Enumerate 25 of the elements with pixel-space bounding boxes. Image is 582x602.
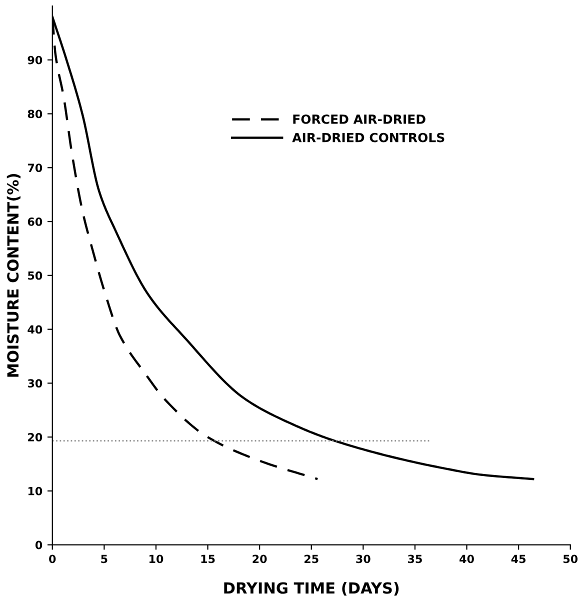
x-tick-label: 5 [101, 554, 108, 564]
y-tick-label: 0 [35, 540, 42, 550]
x-tick-label: 35 [408, 554, 422, 564]
y-tick-label: 40 [28, 325, 42, 334]
x-tick-label: 10 [150, 554, 164, 564]
x-axis-title: DRYING TIME (DAYS) [224, 582, 399, 596]
x-tick-label: 0 [49, 554, 56, 564]
x-tick-label: 50 [563, 554, 578, 564]
y-tick-label: 10 [28, 486, 42, 496]
x-tick-label: 45 [511, 554, 526, 564]
x-tick-label: 20 [252, 554, 267, 564]
y-tick-label: 20 [28, 433, 42, 442]
x-tick-label: 40 [460, 554, 474, 564]
legend-label: AIR-DRIED CONTROLS [292, 132, 444, 142]
y-tick-label: 60 [28, 218, 42, 226]
y-axis-title: MOISTURE CONTENT(%) [6, 174, 20, 377]
x-tick-label: 25 [304, 554, 318, 564]
legend-label: FORCED AIR-DRIED [293, 114, 426, 124]
y-tick-label: 70 [28, 164, 42, 172]
y-tick-label: 90 [28, 56, 42, 64]
y-tick-label: 50 [28, 271, 42, 280]
x-tick-label: 15 [201, 554, 215, 564]
x-tick-label: 30 [356, 554, 370, 564]
y-tick-label: 30 [28, 379, 42, 388]
y-tick-label: 80 [28, 110, 42, 118]
